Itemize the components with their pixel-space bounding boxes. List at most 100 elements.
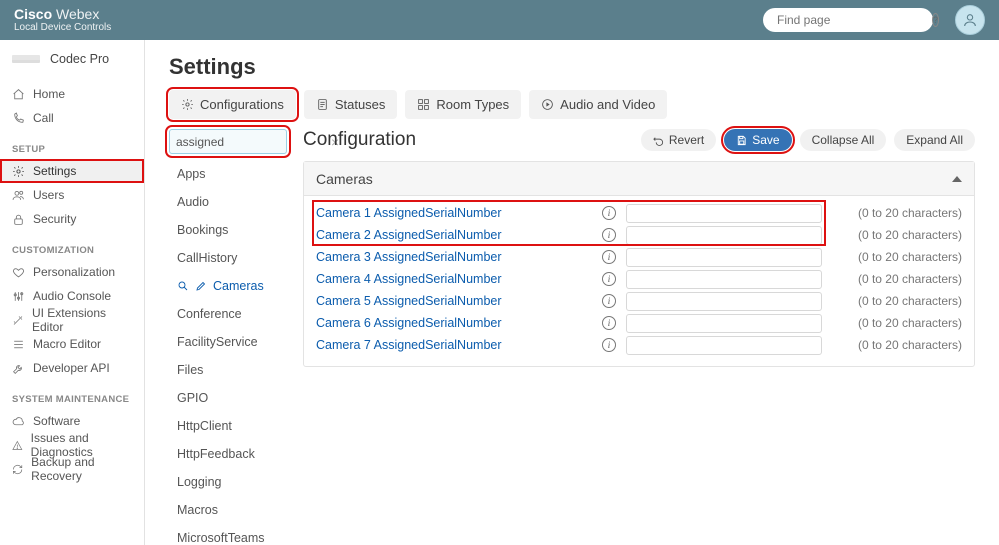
panel-title: Cameras — [316, 171, 373, 187]
filter-item-logging[interactable]: Logging — [169, 468, 287, 496]
config-label[interactable]: Camera 3 AssignedSerialNumber — [316, 250, 602, 264]
wand-icon — [12, 314, 24, 327]
config-input[interactable] — [626, 314, 822, 333]
expand-all-button[interactable]: Expand All — [894, 129, 975, 151]
config-label[interactable]: Camera 7 AssignedSerialNumber — [316, 338, 602, 352]
sidebar-item-home[interactable]: Home — [0, 82, 144, 106]
users-icon — [12, 189, 25, 202]
config-label[interactable]: Camera 6 AssignedSerialNumber — [316, 316, 602, 330]
tab-audio-and-video[interactable]: Audio and Video — [529, 90, 667, 119]
sidebar-item-users[interactable]: Users — [0, 183, 144, 207]
tabs: Configurations StatusesRoom Types Audio an… — [169, 90, 975, 119]
device-thumb — [12, 55, 40, 63]
collapse-all-button[interactable]: Collapse All — [800, 129, 887, 151]
filter-item-facilityservice[interactable]: FacilityService — [169, 328, 287, 356]
main-content: Settings Configurations StatusesRoom Type… — [145, 40, 999, 545]
info-icon[interactable]: i — [602, 294, 616, 308]
sidebar-item-backup-and-recovery[interactable]: Backup and Recovery — [0, 457, 144, 481]
config-row: Camera 3 AssignedSerialNumber i (0 to 20… — [304, 246, 974, 268]
config-input[interactable] — [626, 226, 822, 245]
config-input[interactable] — [626, 248, 822, 267]
sidebar-item-security[interactable]: Security — [0, 207, 144, 231]
filter-item-macros[interactable]: Macros — [169, 496, 287, 524]
sidebar: Codec Pro HomeCall SETUPSettingsUsersSec… — [0, 40, 145, 545]
alert-icon — [12, 439, 23, 452]
save-icon — [736, 135, 747, 146]
sidebar-item-developer-api[interactable]: Developer API — [0, 356, 144, 380]
filter-item-microsoftteams[interactable]: MicrosoftTeams — [169, 524, 287, 545]
filter-item-httpfeedback[interactable]: HttpFeedback — [169, 440, 287, 468]
sidebar-item-software[interactable]: Software — [0, 409, 144, 433]
app-header: Cisco Webex Local Device Controls ? — [0, 0, 999, 40]
config-input[interactable] — [626, 336, 822, 355]
filter-item-audio[interactable]: Audio — [169, 188, 287, 216]
lock-icon — [12, 213, 25, 226]
help-icon[interactable]: ? — [932, 13, 939, 27]
search-icon — [177, 280, 189, 292]
config-hint: (0 to 20 characters) — [858, 272, 962, 286]
config-label[interactable]: Camera 5 AssignedSerialNumber — [316, 294, 602, 308]
config-label[interactable]: Camera 4 AssignedSerialNumber — [316, 272, 602, 286]
config-panel: Cameras Camera 1 AssignedSerialNumber i … — [303, 161, 975, 367]
filter-list: AppsAudioBookingsCallHistoryCamerasConfe… — [169, 160, 287, 545]
sidebar-item-issues-and-diagnostics[interactable]: Issues and Diagnostics — [0, 433, 144, 457]
config-input[interactable] — [626, 270, 822, 289]
save-button[interactable]: Save — [724, 129, 791, 151]
filter-item-gpio[interactable]: GPIO — [169, 384, 287, 412]
panel-header[interactable]: Cameras — [304, 162, 974, 196]
filter-item-apps[interactable]: Apps — [169, 160, 287, 188]
config-input[interactable] — [626, 204, 822, 223]
filter-box[interactable]: × — [169, 129, 287, 154]
device-block: Codec Pro — [0, 52, 144, 82]
sidebar-item-personalization[interactable]: Personalization — [0, 260, 144, 284]
sliders-icon — [12, 290, 25, 303]
filter-item-callhistory[interactable]: CallHistory — [169, 244, 287, 272]
info-icon[interactable]: i — [602, 338, 616, 352]
sidebar-item-ui-extensions-editor[interactable]: UI Extensions Editor — [0, 308, 144, 332]
sidebar-section-title: SETUP — [0, 130, 144, 159]
filter-item-cameras[interactable]: Cameras — [169, 272, 287, 300]
config-hint: (0 to 20 characters) — [858, 250, 962, 264]
gear-icon — [12, 165, 25, 178]
filter-item-conference[interactable]: Conference — [169, 300, 287, 328]
find-page-input[interactable] — [777, 13, 932, 27]
lines-icon — [12, 338, 25, 351]
panel-body: Camera 1 AssignedSerialNumber i (0 to 20… — [304, 196, 974, 366]
config-header: Configuration Revert Save Collapse All E… — [303, 129, 975, 151]
config-label[interactable]: Camera 1 AssignedSerialNumber — [316, 206, 602, 220]
revert-button[interactable]: Revert — [641, 129, 716, 151]
config-row: Camera 1 AssignedSerialNumber i (0 to 20… — [304, 202, 974, 224]
filter-column: × AppsAudioBookingsCallHistoryCamerasCon… — [169, 129, 287, 545]
tab-configurations[interactable]: Configurations — [169, 90, 296, 119]
refresh-icon — [12, 463, 23, 476]
config-input[interactable] — [626, 292, 822, 311]
sidebar-item-macro-editor[interactable]: Macro Editor — [0, 332, 144, 356]
info-icon[interactable]: i — [602, 316, 616, 330]
info-icon[interactable]: i — [602, 228, 616, 242]
filter-item-httpclient[interactable]: HttpClient — [169, 412, 287, 440]
brand-bold: Cisco — [14, 6, 52, 22]
filter-item-bookings[interactable]: Bookings — [169, 216, 287, 244]
filter-item-files[interactable]: Files — [169, 356, 287, 384]
device-name: Codec Pro — [50, 52, 109, 66]
config-label[interactable]: Camera 2 AssignedSerialNumber — [316, 228, 602, 242]
config-hint: (0 to 20 characters) — [858, 206, 962, 220]
page-title: Settings — [169, 54, 975, 80]
user-avatar[interactable] — [955, 5, 985, 35]
tab-room-types[interactable]: Room Types — [405, 90, 521, 119]
sidebar-item-call[interactable]: Call — [0, 106, 144, 130]
home-icon — [12, 88, 25, 101]
info-icon[interactable]: i — [602, 250, 616, 264]
sidebar-item-settings[interactable]: Settings — [0, 159, 144, 183]
tab-statuses[interactable]: Statuses — [304, 90, 398, 119]
sidebar-section-title: CUSTOMIZATION — [0, 231, 144, 260]
brand-subtitle: Local Device Controls — [14, 22, 111, 33]
sidebar-item-audio-console[interactable]: Audio Console — [0, 284, 144, 308]
config-row: Camera 2 AssignedSerialNumber i (0 to 20… — [304, 224, 974, 246]
phone-icon — [12, 112, 25, 125]
info-icon[interactable]: i — [602, 272, 616, 286]
grid-icon — [417, 98, 430, 111]
info-icon[interactable]: i — [602, 206, 616, 220]
find-page-search[interactable]: ? — [763, 8, 933, 32]
config-heading: Configuration — [303, 129, 416, 151]
